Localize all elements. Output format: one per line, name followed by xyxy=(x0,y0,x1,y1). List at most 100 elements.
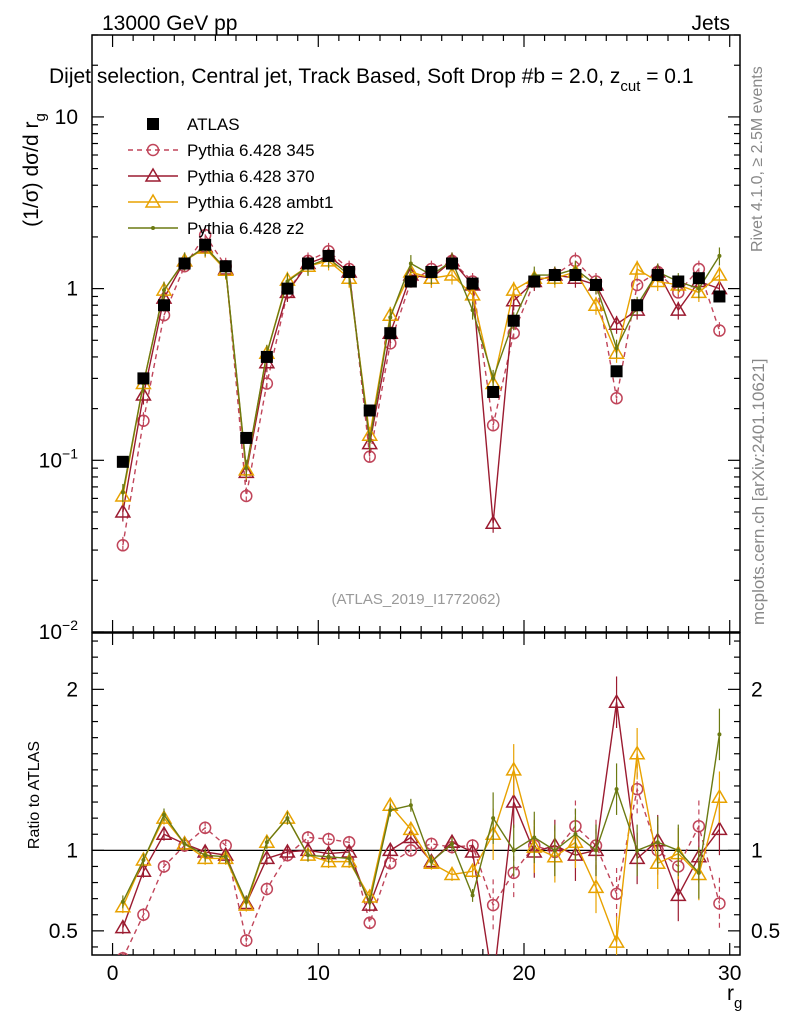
data-point xyxy=(240,431,253,444)
data-point xyxy=(696,286,701,291)
data-point xyxy=(569,269,582,282)
data-point xyxy=(505,292,523,307)
legend-entry: Pythia 6.428 345 xyxy=(128,141,315,160)
ratio-y-tick-label-left: 1 xyxy=(66,839,78,862)
mcplots-info: mcplots.cern.ch [arXiv:2401.10621] xyxy=(749,359,768,625)
y-tick-label-exp: −2 xyxy=(62,617,78,633)
main-ylabel-sub: g xyxy=(32,113,49,121)
ratio-point xyxy=(326,854,331,859)
data-point xyxy=(302,257,314,270)
ratio-xlabel-sub: g xyxy=(734,995,742,1012)
ratio-point xyxy=(655,840,660,845)
ratio-point xyxy=(713,897,726,910)
ratio-x-tick-label: 20 xyxy=(512,962,535,985)
data-point xyxy=(505,281,523,296)
legend: ATLAS Pythia 6.428 345 Pythia 6.428 370 Pyt… xyxy=(128,115,333,238)
ratio-point xyxy=(470,893,475,898)
data-point xyxy=(158,299,170,312)
ratio-clipped xyxy=(114,676,728,955)
ratio-point xyxy=(240,934,253,947)
data-point xyxy=(692,272,705,285)
ratio-point xyxy=(573,832,578,837)
ratio-point xyxy=(367,899,372,904)
ratio-point xyxy=(443,866,461,881)
ratio-point xyxy=(450,841,454,846)
y-tick-label-base: 10 xyxy=(39,449,62,472)
main-ylabel-text: (1/σ) dσ/d r xyxy=(20,122,43,227)
header-left-label: 13000 GeV pp xyxy=(102,12,237,35)
data-point xyxy=(384,327,397,340)
ratio-point xyxy=(203,853,208,858)
ratio-y-tick-label-left: 0.5 xyxy=(49,920,78,943)
ratio-point xyxy=(320,853,337,868)
data-point xyxy=(244,466,249,471)
ratio-point xyxy=(408,803,413,808)
data-point xyxy=(408,261,413,266)
legend-entry: ATLAS xyxy=(147,115,240,134)
ratio-point xyxy=(264,840,269,845)
data-point xyxy=(137,414,150,427)
ratio-point xyxy=(155,825,173,840)
data-point xyxy=(240,489,253,503)
legend-label: Pythia 6.428 370 xyxy=(187,167,315,186)
ratio-point xyxy=(363,916,376,930)
data-point xyxy=(285,279,290,284)
data-point xyxy=(116,455,129,468)
main-series-layer xyxy=(114,226,728,555)
y-tick-label-base: 1 xyxy=(66,278,78,301)
ratio-point xyxy=(162,812,166,817)
legend-marker xyxy=(146,143,160,157)
ratio-point xyxy=(388,808,393,813)
ratio-series-pythia-6-428-z2 xyxy=(120,708,722,909)
series-pythia-6-428-345 xyxy=(116,226,726,555)
ratio-point xyxy=(464,862,481,878)
data-point xyxy=(178,257,191,270)
ratio-point xyxy=(244,899,249,904)
ratio-point xyxy=(157,860,171,873)
data-point xyxy=(116,539,130,552)
legend-label: ATLAS xyxy=(187,115,240,134)
data-point xyxy=(713,324,726,337)
data-point xyxy=(137,372,150,385)
main-title: Dijet selection, Central jet, Track Base… xyxy=(49,65,694,95)
data-point xyxy=(388,315,393,320)
data-point xyxy=(590,278,602,291)
ratio-point xyxy=(361,896,379,911)
ratio-point xyxy=(404,844,418,857)
data-point xyxy=(219,260,232,273)
ratio-point xyxy=(237,896,255,911)
ratio-point xyxy=(464,843,481,858)
ratio-point xyxy=(669,886,687,902)
ratio-y-tick-label-right: 0.5 xyxy=(751,920,780,943)
ratio-point xyxy=(137,908,150,921)
data-point xyxy=(487,385,500,398)
ratio-xlabel-text: r xyxy=(727,982,734,1005)
ratio-point xyxy=(196,849,214,865)
ratio-point xyxy=(223,854,228,859)
ratio-point xyxy=(717,732,722,737)
ratio-point xyxy=(114,898,132,913)
data-point xyxy=(404,275,417,288)
data-point xyxy=(162,288,166,293)
ratio-point xyxy=(608,693,625,708)
ratio-point xyxy=(141,858,146,863)
ratio-y-tick-label-right: 2 xyxy=(751,678,763,701)
data-point xyxy=(713,290,726,303)
data-point xyxy=(587,296,605,312)
ratio-point xyxy=(676,848,681,853)
data-point xyxy=(260,350,273,363)
ratio-point xyxy=(120,899,125,904)
data-point xyxy=(610,391,623,405)
data-point xyxy=(672,275,685,288)
ratio-y-tick-label-right: 1 xyxy=(751,839,763,862)
ratio-point xyxy=(285,816,290,821)
data-point xyxy=(669,301,687,316)
main-title-sub: cut xyxy=(620,78,641,95)
main-title-suffix: = 0.1 xyxy=(640,65,693,88)
ratio-point xyxy=(117,951,129,955)
ratio-panel-frame xyxy=(91,632,741,956)
y-tick-label: 10−2 xyxy=(39,617,79,644)
series-pythia-6-428-370 xyxy=(114,238,728,533)
